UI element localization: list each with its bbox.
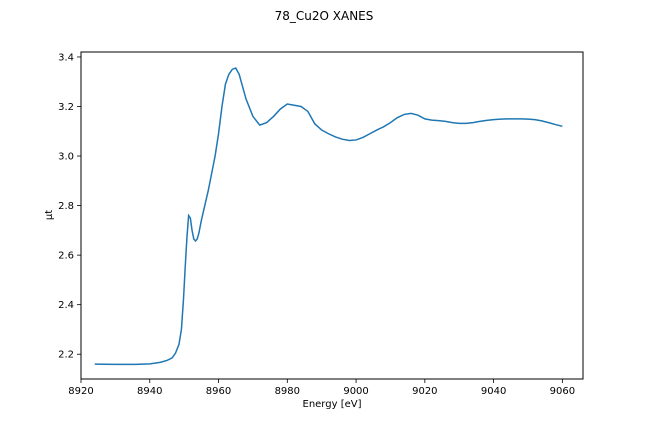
x-tick-label: 9020 (412, 386, 437, 397)
plot-area-frame (80, 51, 584, 380)
x-tick-label: 8960 (206, 386, 231, 397)
x-tick-label: 9060 (550, 386, 575, 397)
x-axis-ticks: 8920 8940 8960 8980 9000 9020 9040 9060 (68, 379, 575, 397)
y-axis-label: μt (44, 210, 55, 220)
y-tick-label: 3.4 (58, 52, 74, 63)
y-tick-label: 2.6 (58, 251, 74, 262)
y-tick-label: 3.2 (58, 102, 74, 113)
chart-title: 78_Cu2O XANES (275, 9, 374, 23)
y-axis-ticks: 2.2 2.4 2.6 2.8 3.0 3.2 3.4 (58, 52, 81, 361)
x-tick-label: 9000 (343, 386, 368, 397)
y-tick-label: 2.4 (58, 300, 74, 311)
y-tick-label: 3.0 (58, 152, 74, 163)
y-tick-label: 2.2 (58, 350, 74, 361)
series-line (94, 67, 563, 366)
x-tick-label: 8920 (68, 386, 93, 397)
x-tick-label: 9040 (481, 386, 506, 397)
x-tick-label: 8940 (137, 386, 162, 397)
x-axis-label: Energy [eV] (303, 399, 362, 410)
y-tick-label: 2.8 (58, 201, 74, 212)
x-tick-label: 8980 (275, 386, 300, 397)
